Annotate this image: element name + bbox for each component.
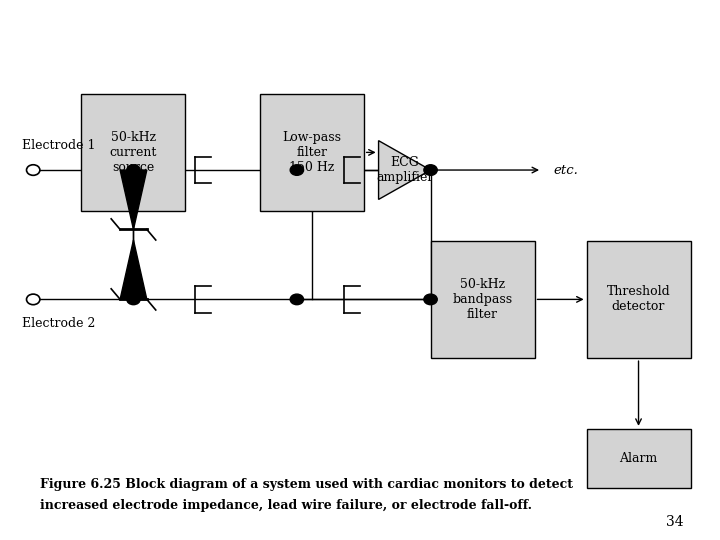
Text: Figure 6.25 Block diagram of a system used with cardiac monitors to detect: Figure 6.25 Block diagram of a system us…: [40, 478, 572, 491]
Text: Low-pass
filter
150 Hz: Low-pass filter 150 Hz: [282, 131, 341, 174]
Text: 34: 34: [667, 515, 684, 529]
Circle shape: [290, 294, 304, 305]
Circle shape: [127, 294, 140, 305]
Bar: [587, 429, 690, 488]
Text: 50-kHz
bandpass
filter: 50-kHz bandpass filter: [452, 278, 513, 321]
Bar: [260, 93, 364, 211]
Circle shape: [290, 165, 304, 176]
Text: Electrode 1: Electrode 1: [22, 139, 96, 152]
Circle shape: [424, 165, 437, 176]
Text: etc.: etc.: [553, 164, 578, 177]
Text: 50-kHz
current
source: 50-kHz current source: [109, 131, 157, 174]
Polygon shape: [120, 170, 147, 230]
Text: ECG
amplifier: ECG amplifier: [376, 156, 433, 184]
Text: increased electrode impedance, lead wire failure, or electrode fall-off.: increased electrode impedance, lead wire…: [40, 500, 531, 512]
Bar: [587, 241, 690, 358]
Circle shape: [127, 165, 140, 176]
Text: Electrode 2: Electrode 2: [22, 317, 96, 330]
Text: Threshold
detector: Threshold detector: [607, 286, 670, 313]
Circle shape: [424, 294, 437, 305]
Polygon shape: [379, 140, 431, 199]
Polygon shape: [120, 240, 147, 299]
Text: Alarm: Alarm: [619, 451, 657, 464]
Bar: [431, 241, 534, 358]
Bar: [81, 93, 186, 211]
